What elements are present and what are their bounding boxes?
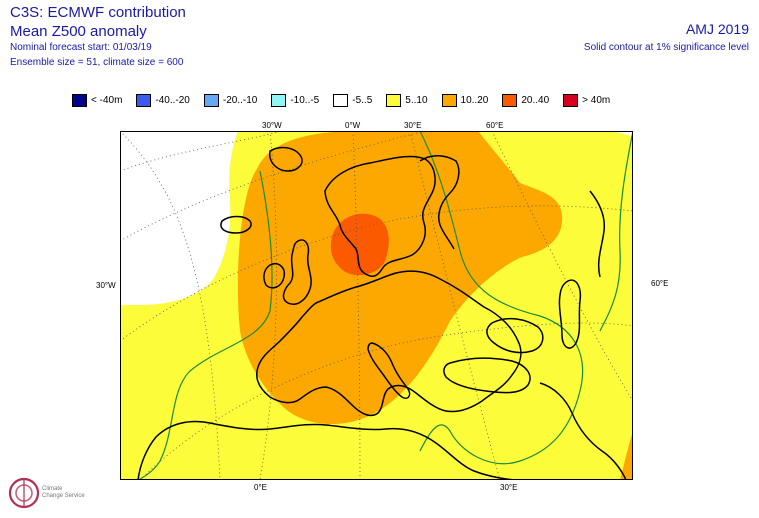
significance-contour bbox=[137, 131, 633, 480]
coast-continental-europe bbox=[256, 270, 522, 417]
legend-item-minus40-minus20: -40..-20 bbox=[136, 93, 190, 107]
coast-scandinavia bbox=[324, 155, 436, 277]
ensemble-size-text: Ensemble size = 51, climate size = 600 bbox=[10, 57, 184, 68]
band-20-40-region bbox=[330, 213, 389, 276]
coast-italy bbox=[367, 342, 411, 400]
legend-item-lt-minus40: < -40m bbox=[72, 93, 123, 107]
coast-britain bbox=[282, 239, 312, 305]
legend-item-gt-40: > 40m bbox=[563, 93, 611, 107]
legend-label: 5..10 bbox=[405, 94, 428, 106]
legend-swatch bbox=[271, 93, 287, 107]
logo-text: Climate Change Service bbox=[42, 486, 85, 500]
legend-label: < -40m bbox=[91, 94, 123, 106]
legend-item-minus20-minus10: -20..-10 bbox=[203, 93, 258, 107]
tick-top-0w: 0°W bbox=[345, 121, 361, 130]
tick-bottom-0e: 0°E bbox=[254, 483, 267, 492]
band-10-20-region bbox=[237, 131, 563, 425]
legend-item-minus5-5: -5..5 bbox=[333, 93, 373, 107]
coast-caspian-sea bbox=[558, 279, 582, 349]
coast-arabia bbox=[539, 382, 627, 480]
chart-subtitle: Mean Z500 anomaly bbox=[10, 23, 147, 40]
tick-left-30w: 30°W bbox=[96, 281, 116, 290]
legend-swatch bbox=[502, 93, 518, 107]
anomaly-map bbox=[120, 131, 633, 480]
coast-black-sea bbox=[486, 317, 544, 354]
legend-label: 10..20 bbox=[460, 94, 489, 106]
chart-title: C3S: ECMWF contribution bbox=[10, 4, 186, 21]
legend-label: -5..5 bbox=[352, 94, 373, 106]
color-legend: < -40m -40..-20 -20..-10 -10..-5 -5..5 5… bbox=[72, 92, 624, 108]
coast-arctic-islands bbox=[269, 146, 303, 172]
coast-ural-east bbox=[589, 190, 606, 278]
legend-item-10-20: 10..20 bbox=[441, 93, 489, 107]
legend-label: 20..40 bbox=[521, 94, 550, 106]
legend-label: > 40m bbox=[582, 94, 611, 106]
legend-swatch bbox=[441, 93, 457, 107]
map-frame bbox=[120, 131, 633, 480]
coast-finland-russia bbox=[419, 155, 460, 250]
climate-change-service-logo-icon bbox=[8, 477, 40, 509]
legend-label: -40..-20 bbox=[155, 94, 190, 106]
coast-north-africa bbox=[137, 420, 521, 480]
tick-top-60e: 60°E bbox=[486, 121, 504, 130]
coastlines bbox=[137, 146, 627, 480]
band-minus5-5-region bbox=[120, 131, 238, 305]
legend-label: -20..-10 bbox=[222, 94, 258, 106]
legend-swatch bbox=[386, 93, 402, 107]
legend-item-20-40: 20..40 bbox=[502, 93, 550, 107]
tick-bottom-30e: 30°E bbox=[500, 483, 518, 492]
coast-iceland bbox=[220, 215, 252, 234]
tick-right-60e: 60°E bbox=[651, 279, 669, 288]
significance-note: Solid contour at 1% significance level bbox=[583, 42, 749, 53]
coast-ireland bbox=[263, 263, 286, 289]
graticule bbox=[120, 131, 633, 480]
logo-text-line1: Climate bbox=[42, 486, 63, 492]
coast-turkey bbox=[443, 357, 531, 394]
legend-swatch bbox=[203, 93, 219, 107]
band-10-20-southeast bbox=[620, 431, 633, 480]
legend-item-5-10: 5..10 bbox=[386, 93, 428, 107]
legend-label: -10..-5 bbox=[290, 94, 320, 106]
tick-top-30w: 30°W bbox=[262, 121, 282, 130]
tick-top-30e: 30°E bbox=[404, 121, 422, 130]
season-label: AMJ 2019 bbox=[685, 21, 749, 37]
legend-swatch bbox=[136, 93, 152, 107]
legend-swatch bbox=[333, 93, 349, 107]
logo-text-line2: Change Service bbox=[42, 493, 85, 500]
legend-swatch bbox=[72, 93, 87, 107]
band-minus5-5-northeast bbox=[610, 131, 633, 137]
legend-item-minus10-minus5: -10..-5 bbox=[271, 93, 320, 107]
legend-swatch bbox=[563, 93, 579, 107]
forecast-start-text: Nominal forecast start: 01/03/19 bbox=[10, 42, 152, 53]
